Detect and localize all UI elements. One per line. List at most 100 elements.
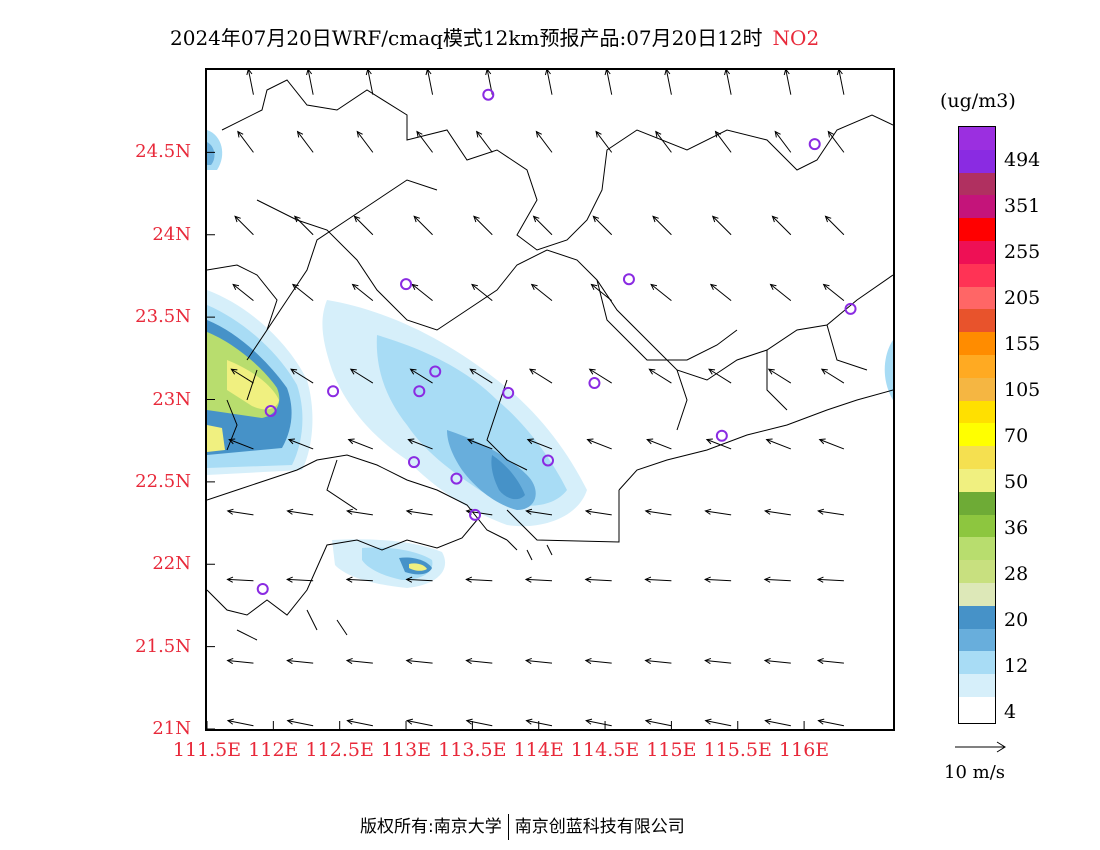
wind-arrow xyxy=(827,130,845,153)
colorbar-segment xyxy=(959,514,995,538)
plume-west-yellow xyxy=(227,360,279,410)
wind-arrow xyxy=(595,130,613,153)
lat-tick-label: 23N xyxy=(152,388,191,410)
wind-arrow xyxy=(652,215,672,236)
wind-arrow xyxy=(817,508,844,516)
colorbar-segment xyxy=(959,240,995,264)
wind-arrow xyxy=(771,215,792,236)
station-marker xyxy=(407,456,420,469)
lat-tick-label: 23.5N xyxy=(135,306,191,328)
colorbar-segment xyxy=(959,537,995,561)
copyright-footer: 版权所有:南京大学 南京创蓝科技有限公司 xyxy=(360,812,685,840)
wind-arrow xyxy=(526,438,553,450)
colorbar-label: 494 xyxy=(1004,148,1041,171)
lat-tick-label: 22.5N xyxy=(135,470,191,492)
wind-arrow xyxy=(407,438,433,450)
colorbar-segment xyxy=(959,127,995,150)
wind-arrow xyxy=(475,130,493,153)
coast-south xyxy=(206,519,478,616)
plume-prd-core xyxy=(491,455,525,500)
colorbar-label: 28 xyxy=(1004,562,1029,585)
wind-arrow xyxy=(818,438,845,450)
wind-arrow xyxy=(585,718,612,727)
wind-arrow xyxy=(783,68,792,95)
colorbar-segment xyxy=(959,446,995,469)
wind-arrow xyxy=(416,130,433,153)
colorbar-segment xyxy=(959,172,995,196)
wind-arrow xyxy=(296,130,314,153)
colorbar-segment xyxy=(959,491,995,515)
wind-arrow xyxy=(836,68,845,95)
colorbar-segment xyxy=(959,218,995,241)
wind-arrow xyxy=(466,438,493,450)
station-marker xyxy=(327,385,340,398)
colorbar-segment xyxy=(959,332,995,355)
colorbar-label: 50 xyxy=(1004,470,1029,493)
colorbar xyxy=(958,126,996,724)
wind-arrow xyxy=(644,576,672,583)
lat-tick-label: 21N xyxy=(152,718,191,739)
wind-arrow xyxy=(817,718,845,727)
wind-arrow xyxy=(704,657,732,665)
wind-arrow xyxy=(763,508,791,516)
border-west xyxy=(206,264,278,361)
wind-arrow xyxy=(544,68,553,95)
wind-arrow xyxy=(604,68,613,95)
lon-tick-label: 112.5E xyxy=(305,739,374,761)
wind-arrow xyxy=(584,576,612,583)
wind-arrow xyxy=(290,368,314,384)
colorbar-label: 351 xyxy=(1004,194,1041,217)
station-marker xyxy=(844,302,857,315)
wind-arrow xyxy=(349,368,374,384)
colorbar-segment xyxy=(959,286,995,310)
wind-arrow xyxy=(409,368,433,384)
wind-arrow xyxy=(650,283,672,302)
lon-tick-label: 111.5E xyxy=(172,739,242,761)
lon-tick-label: 116E xyxy=(779,739,830,761)
colorbar-segment xyxy=(959,582,995,606)
wind-arrow xyxy=(411,283,433,302)
colorbar-segment xyxy=(959,674,995,697)
wind-arrow xyxy=(820,368,845,384)
wind-arrow xyxy=(530,283,553,302)
footer-right: 南京创蓝科技有限公司 xyxy=(514,817,685,837)
wind-arrow xyxy=(405,718,433,727)
wind-arrow xyxy=(774,130,792,153)
plume-south-yellow xyxy=(409,563,427,571)
wind-arrow xyxy=(346,718,373,727)
wind-arrow xyxy=(586,438,612,450)
wind-arrow xyxy=(590,283,613,302)
colorbar-label: 36 xyxy=(1004,516,1029,539)
wind-arrow xyxy=(704,718,732,727)
wind-arrow xyxy=(469,368,493,384)
wind-arrow xyxy=(763,657,791,665)
coast-east xyxy=(618,389,894,491)
station-marker xyxy=(469,508,482,521)
wind-arrow xyxy=(769,283,792,302)
station-marker xyxy=(482,88,495,101)
colorbar-label: 12 xyxy=(1004,654,1029,677)
wind-scale-arrow xyxy=(955,741,1006,753)
colorbar-segment xyxy=(959,628,995,652)
wind-arrow xyxy=(226,576,254,583)
wind-arrow xyxy=(232,283,254,302)
border-north xyxy=(221,79,894,251)
wind-arrow xyxy=(714,130,732,153)
plume-corner-nw-dark xyxy=(207,142,215,165)
wind-scale-label: 10 m/s xyxy=(944,762,1005,783)
colorbar-segment xyxy=(959,696,995,720)
wind-arrow xyxy=(535,130,553,153)
map-canvas xyxy=(206,68,894,730)
plume-west-yellow-2 xyxy=(207,425,225,452)
colorbar-segment xyxy=(959,195,995,219)
colorbar-segment xyxy=(959,263,995,287)
wind-arrow xyxy=(644,718,672,727)
wind-arrow xyxy=(824,215,845,236)
wind-arrow xyxy=(584,657,612,665)
wind-arrow xyxy=(525,718,553,727)
wind-arrow xyxy=(237,130,254,153)
wind-arrow xyxy=(705,438,732,450)
wind-arrow xyxy=(724,68,732,95)
station-marker xyxy=(622,273,635,286)
border-east-ridge xyxy=(596,279,738,361)
